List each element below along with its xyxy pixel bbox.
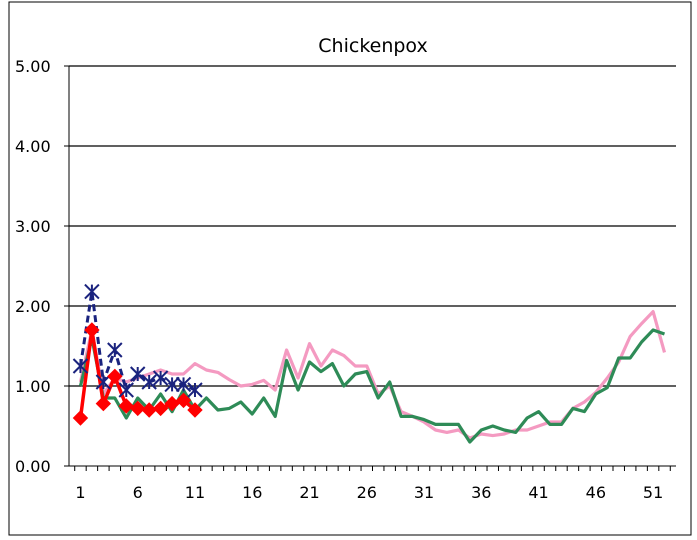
y-tick-label: 3.00 [15,217,51,236]
x-tick-label: 11 [185,483,205,502]
chart-frame [8,1,692,536]
data-point-asterisk [95,374,112,390]
y-tick-label: 4.00 [15,137,51,156]
x-tick-label: 6 [133,483,143,502]
data-point-diamond [107,368,123,385]
x-tick-label: 16 [242,483,262,502]
data-point-diamond [118,398,134,414]
data-point-asterisk [130,366,146,382]
x-tick-label: 41 [528,483,548,502]
data-point-asterisk [187,382,203,398]
x-tick-label: 26 [357,483,377,502]
y-tick-label: 5.00 [15,57,51,76]
data-point-asterisk [141,374,157,390]
data-point-asterisk [84,283,100,300]
chart-title: Chickenpox [318,35,427,57]
data-point-asterisk [152,370,169,386]
data-point-diamond [130,400,146,417]
data-point-diamond [72,410,89,426]
y-tick-label: 0.00 [15,457,51,476]
x-tick-label: 46 [586,483,606,502]
x-tick-label: 51 [643,483,663,502]
data-point-asterisk [72,358,89,374]
data-point-diamond [95,395,112,412]
data-point-asterisk [118,382,134,398]
y-tick-label: 1.00 [15,377,51,396]
data-point-diamond [84,322,100,338]
data-point-diamond [152,400,169,417]
data-point-asterisk [175,376,192,393]
x-tick-label: 31 [414,483,434,502]
x-tick-label: 36 [471,483,491,502]
x-tick-label: 21 [299,483,319,502]
data-point-asterisk [164,376,180,393]
x-tick-label: 1 [75,483,85,502]
series-line-3 [79,290,196,392]
y-tick-label: 2.00 [15,297,51,316]
data-point-diamond [175,392,192,409]
data-point-asterisk [107,342,123,358]
data-point-diamond [187,402,203,418]
